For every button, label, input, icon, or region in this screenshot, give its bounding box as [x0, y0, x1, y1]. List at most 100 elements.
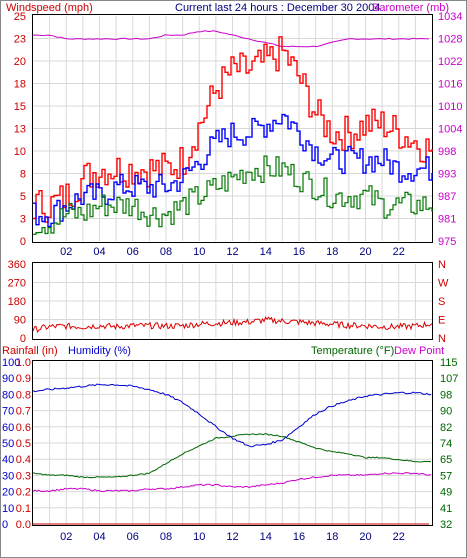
direction-panel-grid: [33, 264, 432, 338]
direction-y-ticks: 360 270 180 90 0: [8, 259, 26, 345]
temperature-y-tick: 107: [440, 373, 458, 385]
humidity-x-tick: 22: [393, 531, 405, 543]
barometer-label: Barometer (mb): [372, 2, 449, 14]
humidity-x-tick: 20: [359, 531, 371, 543]
humidity-y-tick: 100: [2, 357, 20, 369]
wind-x-tick: 04: [93, 246, 105, 258]
rainfall-y-tick: 1.0: [16, 357, 31, 369]
humidity-panel-series: [32, 383, 432, 525]
barometer-y-tick: 1022: [438, 56, 462, 68]
compass-label: E: [438, 315, 445, 327]
wind-x-tick: 20: [359, 246, 371, 258]
rainfall-y-ticks: 1.0 0.9 0.8 0.7 0.6 0.5 0.4 0.3 0.2 0.1 0.0: [16, 357, 31, 531]
wind-y-tick: 8: [20, 169, 26, 181]
rainfall-y-tick: 0.7: [16, 406, 31, 418]
humidity-x-tick: 06: [127, 531, 139, 543]
wind-y-tick: 18: [14, 79, 26, 91]
wind-x-tick: 22: [393, 246, 405, 258]
compass-label: N: [438, 333, 446, 345]
rainfall-y-tick: 0.8: [16, 389, 31, 401]
wind-average-line: [33, 113, 433, 228]
direction-y-tick: 180: [8, 296, 26, 308]
humidity-x-tick: 10: [193, 531, 205, 543]
barometer-line: [32, 30, 430, 48]
humidity-temp-panel: 1.00.90.80.70.60.50.40.30.20.10.0 100908…: [2, 357, 458, 543]
direction-y-tick: 270: [8, 278, 26, 290]
wind-y-ticks: 25 23 20 18 15 13 10 8 5 3 0: [14, 11, 26, 248]
barometer-y-tick: 1034: [438, 11, 462, 23]
dewpoint-line: [32, 472, 432, 493]
humidity-x-tick: 02: [60, 531, 72, 543]
direction-y-tick: 90: [14, 315, 26, 327]
temperature-y-tick: 65: [440, 454, 452, 466]
humidity-x-tick: 12: [226, 531, 238, 543]
wind-y-tick: 10: [14, 146, 26, 158]
wind-y-tick: 15: [14, 101, 26, 113]
wind-x-tick: 12: [226, 246, 238, 258]
temperature-y-tick: 90: [440, 406, 452, 418]
wind-x-tick: 18: [326, 246, 338, 258]
barometer-y-tick: 993: [438, 169, 456, 181]
wind-x-tick: 08: [160, 246, 172, 258]
compass-label: N: [438, 259, 446, 271]
barometer-y-tick: 1004: [438, 124, 462, 136]
humidity-y-tick: 90: [2, 373, 14, 385]
wind-minimum-line: [33, 155, 433, 235]
humidity-y-tick: 50: [2, 438, 14, 450]
humidity-y-tick: 30: [2, 470, 14, 482]
wind-x-tick: 06: [127, 246, 139, 258]
humidity-y-tick: 20: [2, 487, 14, 499]
wind-x-tick: 14: [260, 246, 272, 258]
wind-y-tick: 0: [20, 236, 26, 248]
rainfall-y-tick: 0.2: [16, 487, 31, 499]
rainfall-y-tick: 0.3: [16, 470, 31, 482]
rainfall-y-tick: 0.5: [16, 438, 31, 450]
humidity-line: [32, 383, 432, 448]
wind-gust-line: [33, 36, 433, 223]
barometer-y-tick: 981: [438, 214, 456, 226]
direction-panel-series: [32, 316, 433, 334]
temperature-y-ticks: 115 107 98 90 82 74 65 57 49 41 32: [440, 357, 458, 531]
wind-x-tick: 16: [293, 246, 305, 258]
wind-direction-line: [32, 316, 433, 334]
temperature-line: [32, 433, 432, 479]
humidity-y-tick: 80: [2, 389, 14, 401]
direction-y-tick: 0: [20, 333, 26, 345]
temperature-y-tick: 115: [440, 357, 458, 369]
temperature-label: Temperature (°F): [311, 345, 394, 357]
rainfall-y-tick: 0.1: [16, 503, 31, 515]
humidity-y-tick: 60: [2, 422, 14, 434]
humidity-x-ticks: 02 04 06 08 10 12 14 16 18 20 22: [60, 531, 405, 543]
wind-x-tick: 02: [60, 246, 72, 258]
windspeed-label: Windspeed (mph): [6, 2, 93, 14]
barometer-y-tick: 987: [438, 191, 456, 203]
barometer-y-tick: 1016: [438, 79, 462, 91]
humidity-x-tick: 16: [293, 531, 305, 543]
temperature-y-tick: 49: [440, 487, 452, 499]
temperature-y-tick: 41: [440, 503, 452, 515]
wind-panel-series: [32, 30, 433, 235]
wind-x-tick: 10: [193, 246, 205, 258]
rainfall-y-tick: 0.4: [16, 454, 31, 466]
humidity-x-tick: 04: [93, 531, 105, 543]
temperature-y-tick: 32: [440, 519, 452, 531]
temperature-y-tick: 82: [440, 422, 452, 434]
humidity-x-tick: 14: [260, 531, 272, 543]
humidity-x-tick: 18: [326, 531, 338, 543]
humidity-y-tick: 40: [2, 454, 14, 466]
wind-y-tick: 20: [14, 56, 26, 68]
humidity-y-tick: 10: [2, 503, 14, 515]
barometer-y-ticks: 1034 1028 1022 1016 1010 1004 998 993 987 981 975: [438, 11, 462, 248]
compass-label: W: [438, 278, 449, 290]
wind-y-tick: 3: [20, 214, 26, 226]
rainfall-label: Rainfall (in): [2, 345, 58, 357]
barometer-y-tick: 1028: [438, 34, 462, 46]
temperature-y-tick: 98: [440, 389, 452, 401]
humidity-y-tick: 70: [2, 406, 14, 418]
compass-label: S: [438, 296, 445, 308]
rainfall-y-tick: 0.6: [16, 422, 31, 434]
